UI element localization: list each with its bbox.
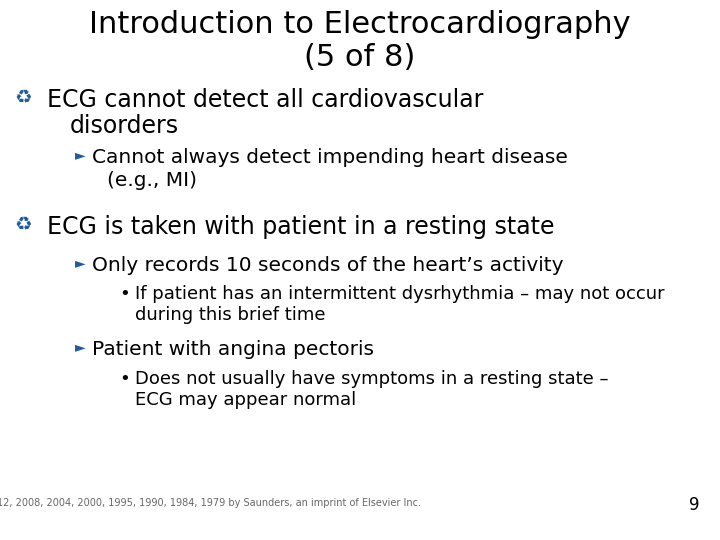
Text: If patient has an intermittent dysrhythmia – may not occur: If patient has an intermittent dysrhythm… bbox=[135, 285, 665, 303]
Text: ECG is taken with patient in a resting state: ECG is taken with patient in a resting s… bbox=[47, 215, 554, 239]
Text: Patient with angina pectoris: Patient with angina pectoris bbox=[92, 340, 374, 359]
Text: •: • bbox=[120, 370, 130, 388]
Text: Cannot always detect impending heart disease: Cannot always detect impending heart dis… bbox=[92, 148, 568, 167]
Text: ►: ► bbox=[75, 340, 85, 354]
Text: ♻: ♻ bbox=[14, 88, 32, 107]
Text: Only records 10 seconds of the heart’s activity: Only records 10 seconds of the heart’s a… bbox=[92, 256, 564, 275]
Text: Does not usually have symptoms in a resting state –: Does not usually have symptoms in a rest… bbox=[135, 370, 608, 388]
Text: ♻: ♻ bbox=[14, 215, 32, 234]
Text: ECG cannot detect all cardiovascular: ECG cannot detect all cardiovascular bbox=[47, 88, 483, 112]
Text: 9: 9 bbox=[690, 496, 700, 514]
Text: (5 of 8): (5 of 8) bbox=[305, 43, 415, 72]
Text: disorders: disorders bbox=[70, 114, 179, 138]
Text: •: • bbox=[120, 285, 130, 303]
Text: ►: ► bbox=[75, 148, 85, 162]
Text: Copyright © 2015, 2012, 2008, 2004, 2000, 1995, 1990, 1984, 1979 by Saunders, an: Copyright © 2015, 2012, 2008, 2004, 2000… bbox=[0, 498, 420, 508]
Text: Introduction to Electrocardiography: Introduction to Electrocardiography bbox=[89, 10, 631, 39]
Text: during this brief time: during this brief time bbox=[135, 306, 325, 324]
Text: ►: ► bbox=[75, 256, 85, 270]
Text: ECG may appear normal: ECG may appear normal bbox=[135, 391, 356, 409]
Text: (e.g., MI): (e.g., MI) bbox=[107, 171, 197, 190]
